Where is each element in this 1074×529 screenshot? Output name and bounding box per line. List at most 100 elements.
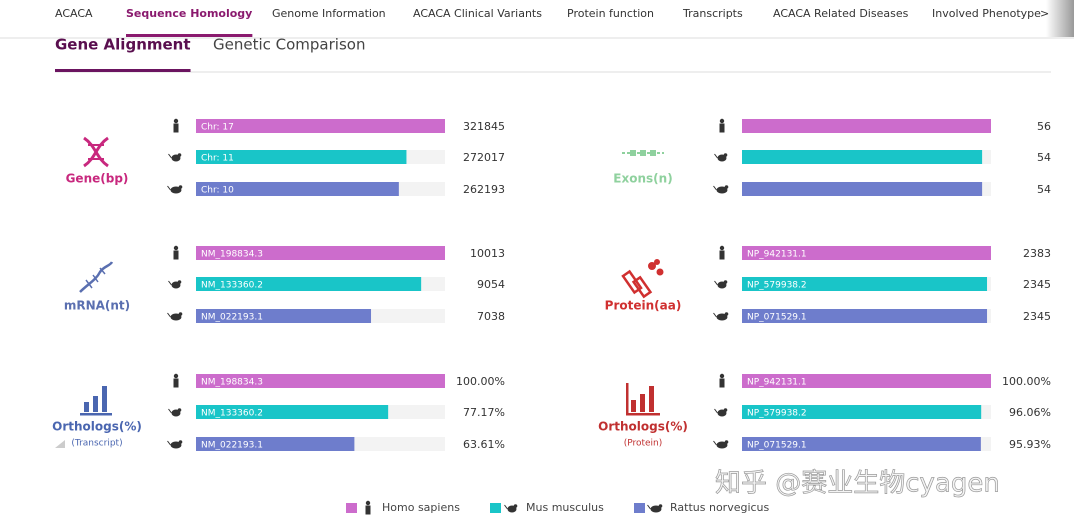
tab-active-underline	[55, 69, 191, 72]
legend-swatch	[346, 503, 357, 513]
panel-sublabel: (Protein)	[624, 439, 663, 449]
nav-item[interactable]: ACACA	[55, 7, 93, 20]
value-label: 2345	[1023, 278, 1051, 291]
bar	[196, 437, 355, 451]
human-icon	[719, 378, 725, 388]
tail-icon	[167, 440, 171, 446]
tail-icon	[713, 312, 717, 318]
bar	[196, 246, 445, 260]
human-icon	[719, 245, 725, 251]
rat-icon	[716, 186, 728, 194]
value-label: 54	[1037, 151, 1051, 164]
ear-icon	[724, 312, 729, 316]
human-icon	[173, 123, 179, 133]
value-label: 95.93%	[1009, 438, 1051, 451]
nav-item[interactable]: ACACA Clinical Variants	[413, 7, 542, 20]
bar	[742, 182, 983, 196]
human-icon	[719, 373, 725, 379]
human-icon	[719, 123, 725, 133]
panel-label: Protein(aa)	[605, 299, 682, 313]
nav-shadow	[0, 37, 1074, 39]
value-label: 77.17%	[463, 406, 505, 419]
bar-label: NP_071529.1	[747, 441, 807, 451]
ear-icon	[177, 153, 182, 157]
tab[interactable]: Gene Alignment	[55, 36, 191, 54]
ear-icon	[177, 408, 182, 412]
bar	[742, 277, 988, 291]
gene-icon	[83, 136, 109, 168]
bar	[742, 405, 982, 419]
nav-bar	[0, 0, 1074, 37]
bar	[196, 182, 399, 196]
tab[interactable]: Genetic Comparison	[213, 36, 365, 54]
rat-icon	[650, 505, 662, 513]
value-label: 2345	[1023, 310, 1051, 323]
human-icon	[365, 500, 371, 506]
bar	[742, 437, 981, 451]
bar-label: NP_579938.2	[747, 409, 807, 419]
panel-label: Orthologs(%)	[598, 420, 688, 434]
value-label: 321845	[463, 120, 505, 133]
nav-active-underline	[126, 34, 253, 37]
rat-icon	[170, 441, 182, 449]
nav-item[interactable]: Genome Information	[272, 7, 386, 20]
tail-icon	[713, 185, 717, 191]
bar	[196, 309, 372, 323]
value-label: 2383	[1023, 247, 1051, 260]
panel-sublabel: (Transcript)	[71, 439, 122, 449]
bar-label: NP_071529.1	[747, 313, 807, 323]
legend-swatch	[634, 503, 645, 513]
nav-item[interactable]: ACACA Related Diseases	[773, 7, 909, 20]
panel-label: Gene(bp)	[66, 172, 129, 186]
panel-label: Exons(n)	[613, 172, 672, 186]
human-icon	[173, 373, 179, 379]
ear-icon	[724, 440, 729, 444]
human-icon	[173, 245, 179, 251]
nav-arrow[interactable]: >	[1040, 7, 1049, 20]
nav-item[interactable]: Sequence Homology	[126, 7, 252, 20]
bar	[196, 374, 445, 388]
content: Gene(bp) Chr: 17 321845 Chr: 11 272017 Chr: 1…	[52, 118, 1051, 515]
bar	[196, 119, 445, 133]
orthologs-transcript-icon	[55, 386, 112, 448]
bar-label: NP_942131.1	[747, 250, 807, 260]
value-label: 96.06%	[1009, 406, 1051, 419]
tail-icon	[647, 504, 651, 510]
bar-label: Chr: 17	[201, 123, 234, 133]
bar	[742, 374, 991, 388]
ear-icon	[177, 280, 182, 284]
bar	[196, 150, 407, 164]
panel-label: Orthologs(%)	[52, 420, 142, 434]
bar	[196, 277, 422, 291]
ear-icon	[723, 153, 728, 157]
value-label: 9054	[477, 278, 505, 291]
bar	[196, 405, 389, 419]
value-label: 10013	[470, 247, 505, 260]
bar-label: Chr: 11	[201, 154, 234, 164]
nav-item[interactable]: Transcripts	[682, 7, 743, 20]
nav-item[interactable]: Involved Phenotype	[932, 7, 1041, 20]
tail-icon	[714, 280, 718, 286]
human-icon	[365, 505, 371, 515]
value-label: 100.00%	[1002, 375, 1051, 388]
watermark: 知乎 @赛业生物cyagen	[715, 469, 1000, 499]
value-label: 272017	[463, 151, 505, 164]
value-label: 54	[1037, 183, 1051, 196]
tail-icon	[167, 185, 171, 191]
human-icon	[173, 250, 179, 260]
human-icon	[173, 378, 179, 388]
value-label: 56	[1037, 120, 1051, 133]
nav-item[interactable]: Protein function	[567, 7, 654, 20]
mrna-icon	[79, 261, 114, 293]
bar-label: Chr: 10	[201, 186, 234, 196]
panel-label: mRNA(nt)	[64, 299, 130, 313]
ear-icon	[658, 504, 663, 508]
legend-label: Mus musculus	[526, 501, 604, 514]
value-label: 262193	[463, 183, 505, 196]
ear-icon	[178, 185, 183, 189]
rat-icon	[170, 186, 182, 194]
tail-icon	[168, 280, 172, 286]
human-icon	[719, 118, 725, 124]
bar-label: NM_022193.1	[201, 441, 263, 451]
